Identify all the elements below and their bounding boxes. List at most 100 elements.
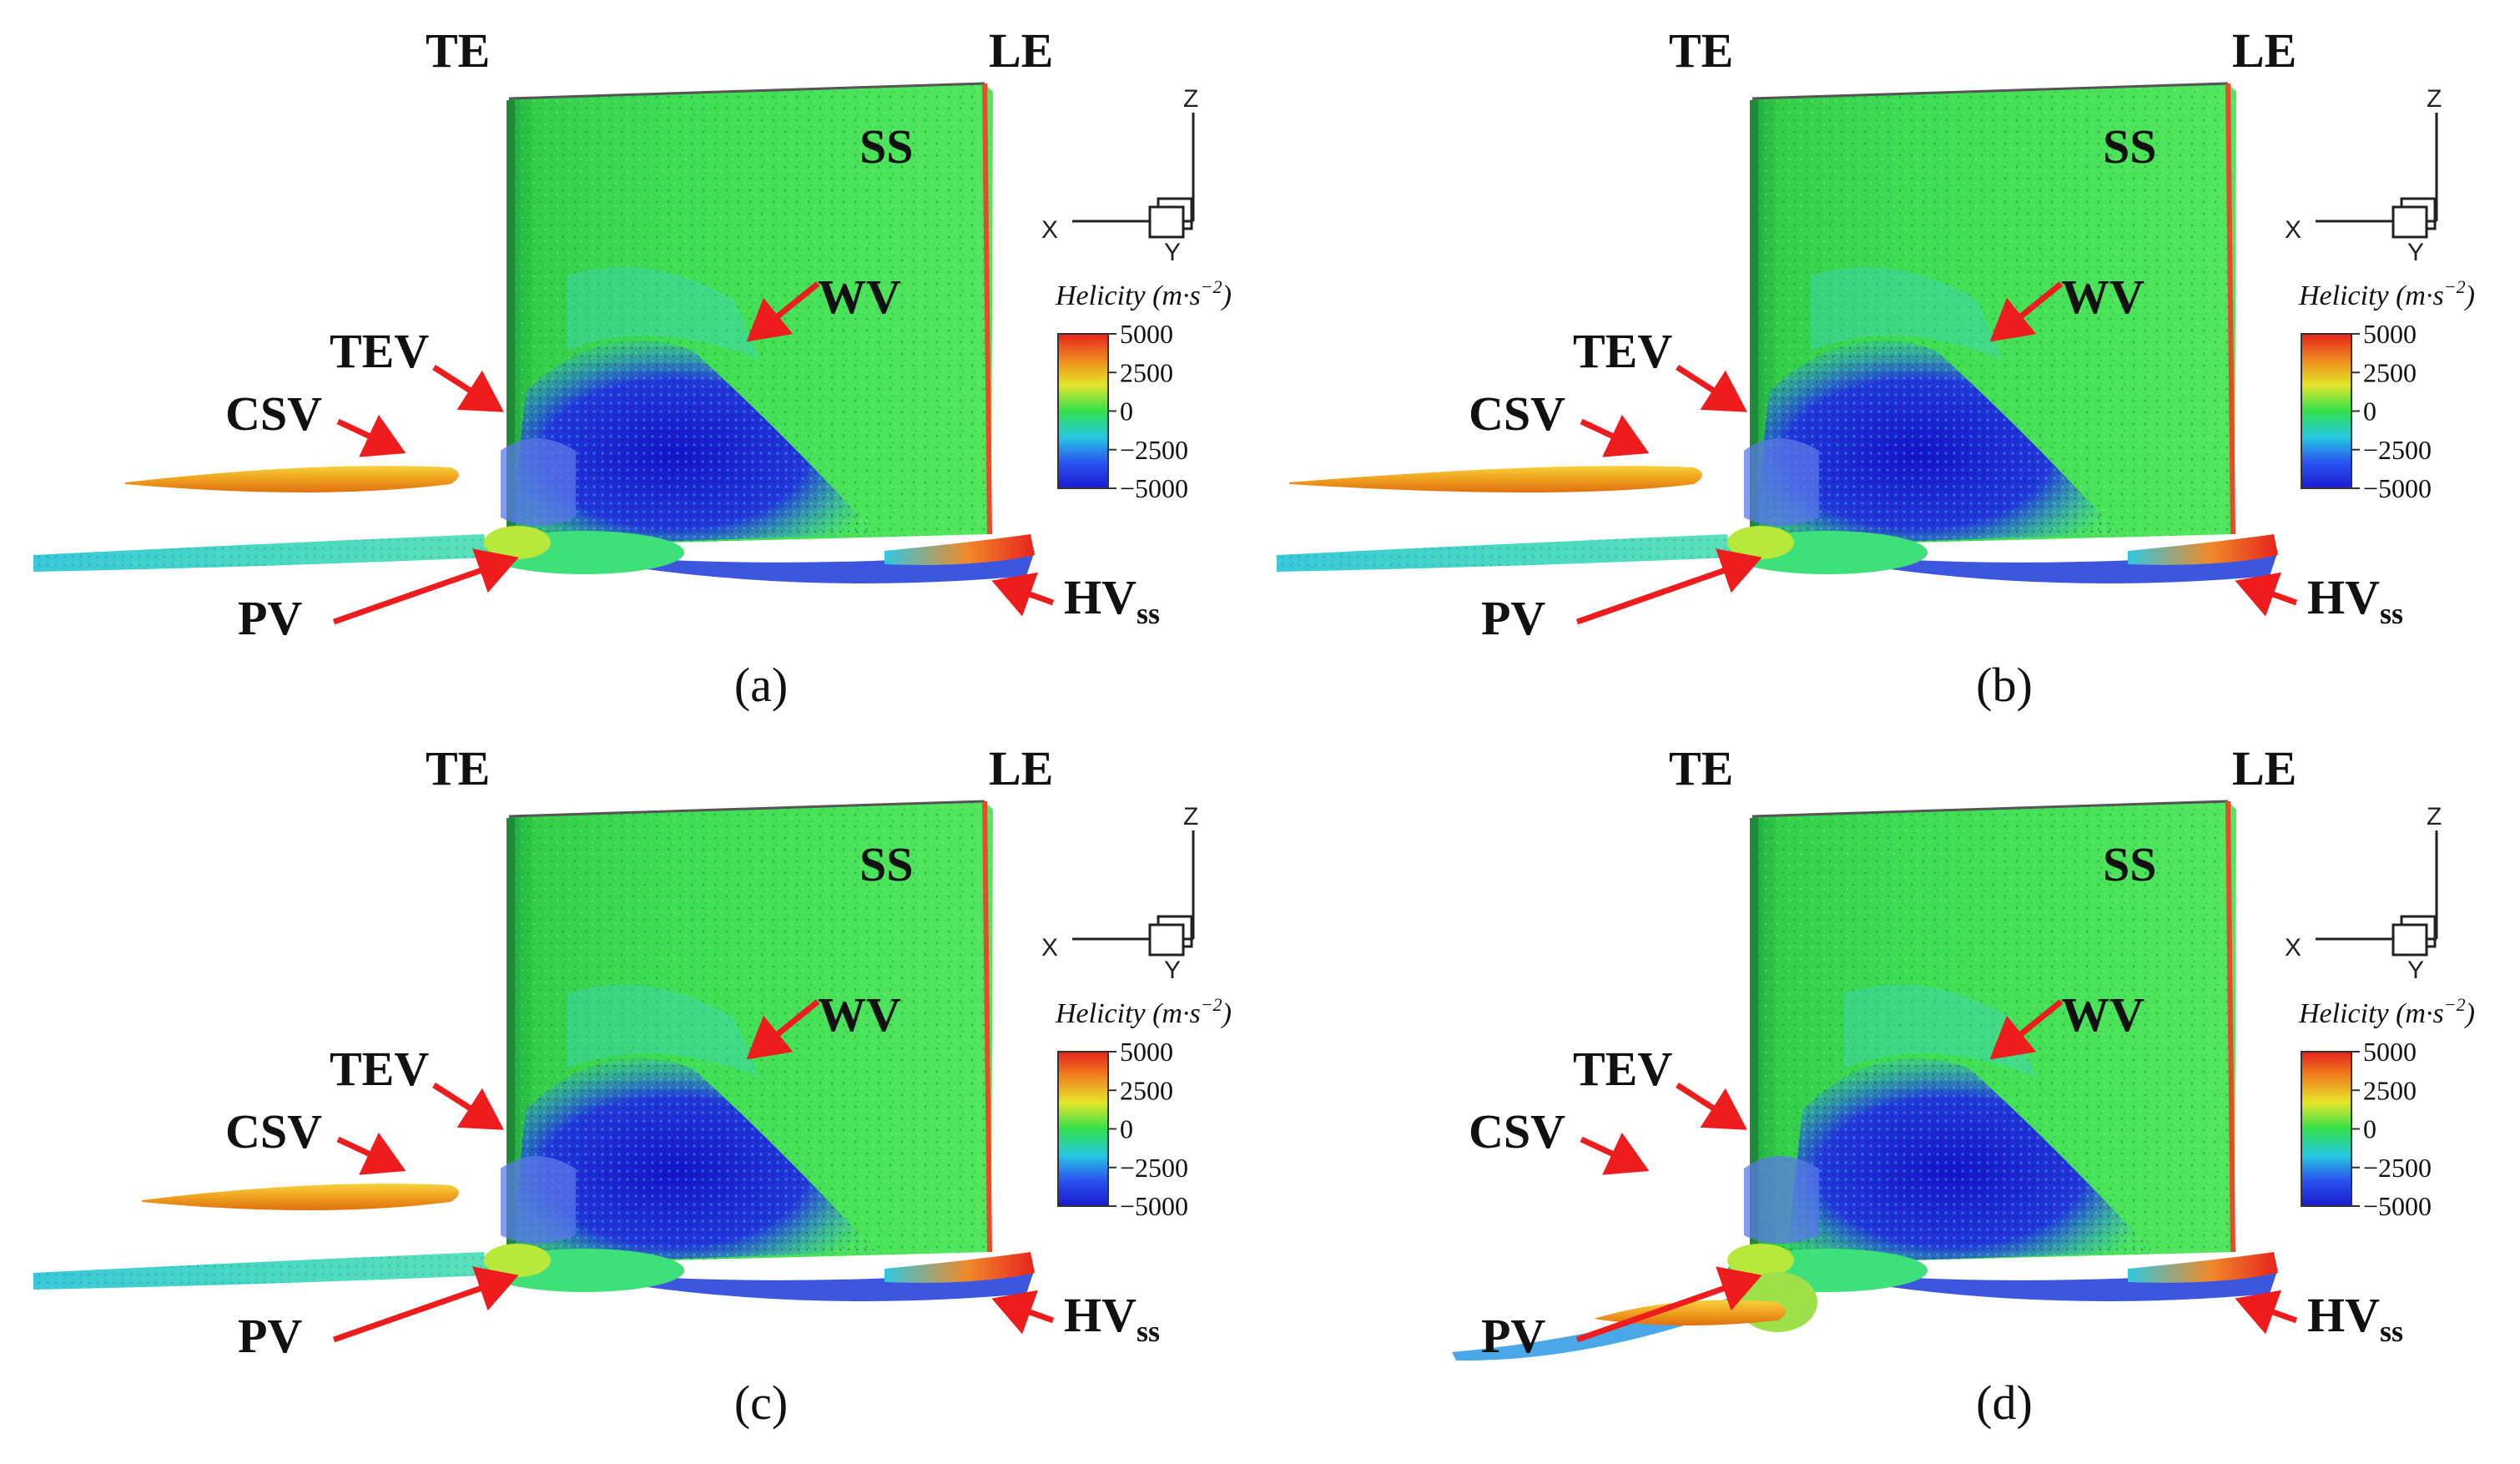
pv-bulge — [1727, 526, 1794, 559]
legend-bar — [2301, 1051, 2352, 1207]
legend-tick-label: 0 — [2363, 396, 2376, 427]
tev-blob — [501, 438, 576, 526]
axis-box-front — [2391, 923, 2428, 957]
axis-x-label: X — [1041, 216, 1058, 244]
legend-tick-label: −5000 — [1120, 1191, 1188, 1221]
axis-y-label: Y — [2407, 957, 2424, 984]
label-le: LE — [2232, 741, 2296, 795]
axis-z-label: Z — [2427, 803, 2442, 830]
axis-x-label: X — [1041, 934, 1058, 962]
legend-title-exp: −2 — [1201, 994, 1222, 1015]
leading-edge-strip — [982, 800, 992, 1253]
legend-tick-label: −2500 — [2363, 435, 2432, 465]
legend-tick-label: 2500 — [1120, 357, 1173, 387]
blade-tip-edge — [1751, 800, 2229, 818]
helicity-core-texture — [1786, 1058, 2153, 1265]
axis-z-label: Z — [1183, 85, 1198, 113]
legend-tick-label: 5000 — [2363, 1037, 2417, 1067]
arrow-csv — [1580, 414, 1650, 457]
legend-bar — [1057, 333, 1109, 489]
arrow-pv — [1575, 1266, 1762, 1343]
label-tev: TEV — [330, 324, 429, 378]
helicity-fringe — [1811, 267, 2003, 359]
axis-y-label: Y — [2407, 239, 2424, 266]
legend-title-close: ) — [2464, 280, 2475, 311]
legend-tick-label: 2500 — [2363, 1075, 2417, 1105]
legend-tick-label: −2500 — [2363, 1153, 2432, 1183]
axis-y-label: Y — [1164, 239, 1181, 266]
axis-x-label: X — [2285, 216, 2301, 244]
helicity-fringe — [567, 267, 759, 359]
leading-edge-strip — [2225, 83, 2235, 535]
pv-bulge — [484, 526, 551, 559]
label-wv: WV — [2061, 270, 2145, 324]
arrow-hv — [991, 1290, 1055, 1335]
axis-box-front — [1148, 205, 1185, 239]
arrow-wv — [746, 281, 820, 342]
arrow-pv — [332, 548, 519, 625]
pv-bulge — [484, 1244, 551, 1277]
helicity-fringe — [567, 985, 759, 1077]
label-le: LE — [989, 23, 1053, 78]
endwall-blue-band — [501, 543, 1035, 583]
legend-title: Helicity (m·s−2) — [2298, 994, 2475, 1029]
legend-title: Helicity (m·s−2) — [2298, 276, 2475, 311]
axis-x-label: X — [2285, 934, 2301, 962]
label-le: LE — [989, 741, 1053, 795]
legend-title-close: ) — [2464, 998, 2475, 1029]
legend-title-close: ) — [1221, 998, 1232, 1029]
blade-tip-edge — [508, 82, 985, 100]
axis-box-front — [1148, 923, 1185, 957]
label-csv: CSV — [225, 1104, 322, 1159]
label-pv: PV — [238, 591, 302, 645]
passage-vortex-tube — [1452, 1294, 1752, 1361]
helicity-core-texture — [509, 340, 876, 547]
helicity-fringe — [1844, 985, 2036, 1077]
arrow-pv — [1575, 548, 1762, 625]
legend-tick-label: −5000 — [2363, 1191, 2432, 1221]
arrow-csv — [336, 414, 406, 457]
label-le: LE — [2232, 23, 2296, 78]
arrow-csv — [336, 1132, 406, 1175]
endwall-blue-band — [1744, 543, 2278, 583]
label-hv: HVss — [2307, 1288, 2403, 1348]
legend-title-main: Helicity (m·s — [2298, 280, 2444, 311]
panel-caption: (c) — [734, 1376, 788, 1430]
label-hv-sub: ss — [1137, 597, 1160, 630]
label-hv: HVss — [1064, 1288, 1160, 1348]
label-ss: SS — [859, 837, 914, 891]
label-ss: SS — [859, 119, 914, 174]
arrow-hv — [991, 572, 1055, 617]
leading-edge-strip — [982, 83, 992, 535]
endwall-blue-band — [501, 1260, 1035, 1301]
label-te: TE — [426, 23, 490, 78]
pv-bulge — [1727, 1244, 1794, 1277]
legend-bar — [1057, 1051, 1109, 1207]
label-wv: WV — [818, 270, 901, 324]
panel-caption: (d) — [1976, 1376, 2033, 1430]
label-te: TE — [1669, 741, 1733, 795]
arrow-tev — [1676, 365, 1747, 412]
arrow-tev — [432, 1083, 504, 1130]
endwall-blue-band — [1744, 1260, 2278, 1301]
legend-title: Helicity (m·s−2) — [1055, 276, 1232, 311]
axis-z-label: Z — [1183, 803, 1198, 830]
legend-tick-label: 0 — [2363, 1114, 2376, 1144]
legend-tick-label: −5000 — [2363, 473, 2432, 503]
panel-caption: (a) — [734, 658, 788, 712]
label-hv-sub: ss — [1137, 1315, 1160, 1348]
label-hv: HVss — [2307, 570, 2403, 630]
legend-tick-label: −2500 — [1120, 435, 1188, 465]
legend-title-close: ) — [1221, 280, 1232, 311]
arrow-tev — [1676, 1083, 1747, 1130]
hv-streak — [885, 534, 1035, 565]
legend-title-exp: −2 — [2444, 994, 2466, 1015]
legend-title-main: Helicity (m·s — [1055, 998, 1201, 1029]
legend-tick-label: −2500 — [1120, 1153, 1188, 1183]
arrow-hv — [2235, 572, 2298, 617]
legend-tick-label: −5000 — [1120, 473, 1188, 503]
axis-box-front — [2391, 205, 2428, 239]
